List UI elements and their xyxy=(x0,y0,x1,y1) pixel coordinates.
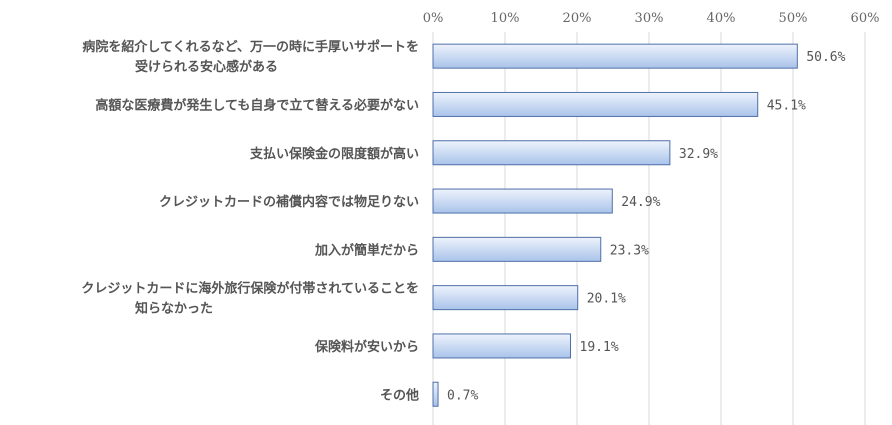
x-axis-ticks: 0% 10% 20% 30% 40% 50% 60% xyxy=(423,11,880,26)
bars xyxy=(432,43,798,407)
data-label: 0.7% xyxy=(447,388,478,403)
bar xyxy=(432,140,671,166)
data-label: 32.9% xyxy=(679,147,718,162)
x-tick-label: 50% xyxy=(779,11,808,26)
data-label: 20.1% xyxy=(587,292,626,307)
category-label: 高額な医療費が発生しても自身で立て替える必要がない xyxy=(95,97,419,113)
category-label: クレジットカードに海外旅行保険が付帯されていることを xyxy=(81,281,419,297)
x-tick-label: 60% xyxy=(851,11,880,26)
bar xyxy=(432,381,439,407)
bar xyxy=(432,91,759,117)
category-labels: 病院を紹介してくれるなど、万一の時に手厚いサポートを受けられる安心感がある高額な… xyxy=(81,39,419,403)
data-labels: 50.6% 45.1% 32.9% 24.9% 23.3% 20.1% 19.1% 0.7% xyxy=(447,50,846,403)
bar xyxy=(432,236,602,262)
gridlines xyxy=(432,32,866,425)
x-tick-label: 20% xyxy=(563,11,592,26)
x-tick-label: 10% xyxy=(491,11,520,26)
category-label: 加入が簡単だから xyxy=(314,242,419,258)
bar xyxy=(432,285,579,311)
data-label: 23.3% xyxy=(610,243,649,258)
data-label: 50.6% xyxy=(806,50,845,65)
bar xyxy=(432,333,572,359)
x-tick-label: 40% xyxy=(707,11,736,26)
bar xyxy=(432,188,613,214)
data-label: 45.1% xyxy=(767,98,806,113)
category-label: 知らなかった xyxy=(135,301,213,317)
x-tick-label: 30% xyxy=(635,11,664,26)
category-label: 受けられる安心感がある xyxy=(135,59,278,75)
x-tick-label: 0% xyxy=(423,11,444,26)
bar xyxy=(432,43,798,69)
category-label: クレジットカードの補償内容では物足りない xyxy=(159,194,419,210)
category-label: 病院を紹介してくれるなど、万一の時に手厚いサポートを xyxy=(82,39,419,55)
category-label: その他 xyxy=(380,387,419,403)
data-label: 24.9% xyxy=(621,195,660,210)
category-label: 支払い保険金の限度額が高い xyxy=(249,146,419,162)
data-label: 19.1% xyxy=(580,340,619,355)
category-label: 保険料が安いから xyxy=(314,339,419,355)
